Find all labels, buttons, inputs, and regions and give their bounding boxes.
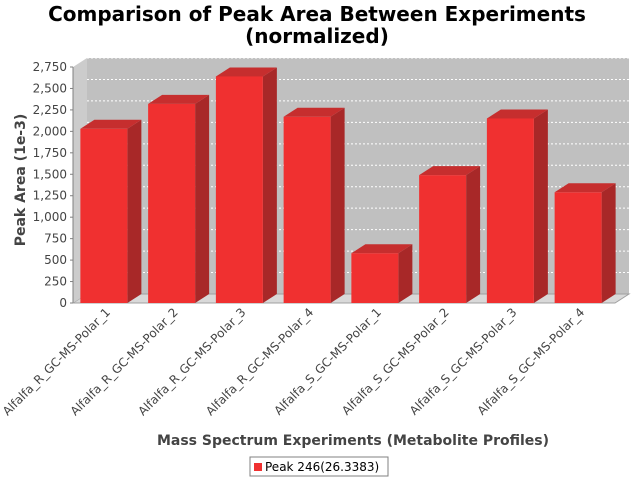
legend: Peak 246(26.3383) <box>249 456 389 477</box>
y-tick-label: 2,250 <box>33 103 67 117</box>
bar-side <box>533 109 548 303</box>
bar-side <box>127 119 142 303</box>
bar-top <box>80 119 142 129</box>
bar-top <box>283 107 345 117</box>
bar <box>215 76 263 303</box>
bar-top <box>419 166 481 176</box>
x-tick-label: Alfalfa_R_GC-MS-Polar_3 <box>135 305 248 418</box>
plot-area: 0 250 500 750 1,000 1,250 1,500 1,750 2,000 2,250… <box>0 57 631 418</box>
chart-subtitle: (normalized) <box>245 24 389 48</box>
y-tick-label: 1,500 <box>33 167 67 181</box>
bar-side <box>195 94 210 303</box>
y-tick-label: 1,250 <box>33 189 67 203</box>
y-tick-label: 1,000 <box>33 210 67 224</box>
bar <box>80 128 128 303</box>
bar-top <box>486 109 548 119</box>
bar-top <box>554 183 616 193</box>
legend-entry: Peak 246(26.3383) <box>265 460 379 474</box>
bar-side <box>466 166 481 303</box>
bar <box>419 175 467 303</box>
y-tick-label: 1,750 <box>33 146 67 160</box>
bar <box>283 116 331 304</box>
y-tick-label: 750 <box>44 232 67 246</box>
legend-frame <box>249 456 389 477</box>
bar-side <box>601 183 616 303</box>
y-tick-label: 0 <box>59 296 67 310</box>
y-axis-label: Peak Area (1e-3) <box>13 114 29 247</box>
bar <box>351 253 399 303</box>
x-tick-label: Alfalfa_R_GC-MS-Polar_2 <box>68 305 181 418</box>
y-tick-label: 2,500 <box>33 81 67 95</box>
x-axis-label: Mass Spectrum Experiments (Metabolite Pr… <box>157 433 549 449</box>
y-tick-label: 500 <box>44 253 67 267</box>
legend-swatch <box>254 463 262 471</box>
bar <box>486 118 534 303</box>
y-tick-label: 2,000 <box>33 124 67 138</box>
bar-side <box>398 244 413 303</box>
bar-top <box>351 244 413 254</box>
y-tick-label: 250 <box>44 275 67 289</box>
bar-top <box>215 67 277 77</box>
bar <box>554 192 602 303</box>
bar-side <box>262 67 277 303</box>
bar <box>148 103 196 303</box>
bar-side <box>330 107 345 304</box>
x-tick-label: Alfalfa_R_GC-MS-Polar_1 <box>0 305 113 418</box>
x-tick-label: Alfalfa_R_GC-MS-Polar_4 <box>203 305 316 418</box>
y-tick-label: 2,750 <box>33 60 67 74</box>
bar-top <box>148 94 210 104</box>
chart-title: Comparison of Peak Area Between Experime… <box>48 2 586 26</box>
